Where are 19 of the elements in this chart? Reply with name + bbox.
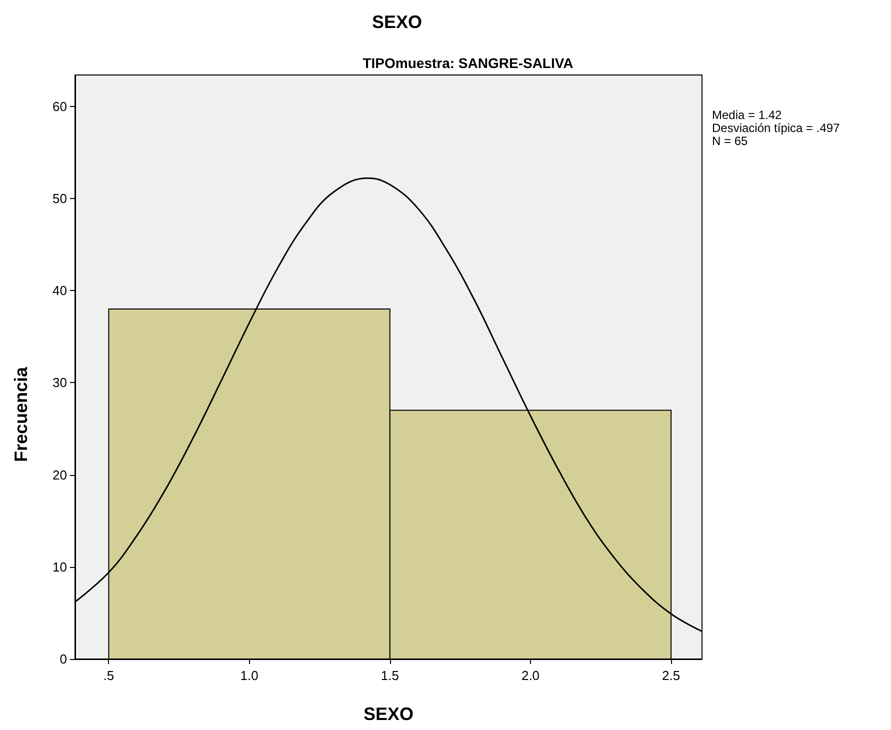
x-tick-label: .5 <box>103 668 114 683</box>
x-tick-label: 2.5 <box>662 668 680 683</box>
chart-title: SEXO <box>372 12 422 32</box>
y-tick-label: 30 <box>52 375 67 390</box>
y-tick-label: 50 <box>52 190 67 206</box>
x-tick-label: 1.0 <box>240 668 258 683</box>
x-tick-label: 1.5 <box>380 668 399 683</box>
chart-subtitle: TIPOmuestra: SANGRE-SALIVA <box>362 55 574 71</box>
x-axis-title: SEXO <box>363 704 414 724</box>
y-tick-label: 10 <box>52 559 67 574</box>
y-tick-label: 60 <box>52 98 67 114</box>
y-tick-label: 20 <box>52 467 67 482</box>
y-axis-title: Frecuencia <box>11 366 31 462</box>
text: N = 65 <box>712 134 748 148</box>
text: Media = 1.42 <box>712 108 782 122</box>
y-tick-label: 40 <box>52 283 67 298</box>
y-tick-label: 0 <box>60 652 67 666</box>
text: Desviación típica = .497 <box>712 121 840 135</box>
x-tick-label: 2.0 <box>521 668 540 683</box>
